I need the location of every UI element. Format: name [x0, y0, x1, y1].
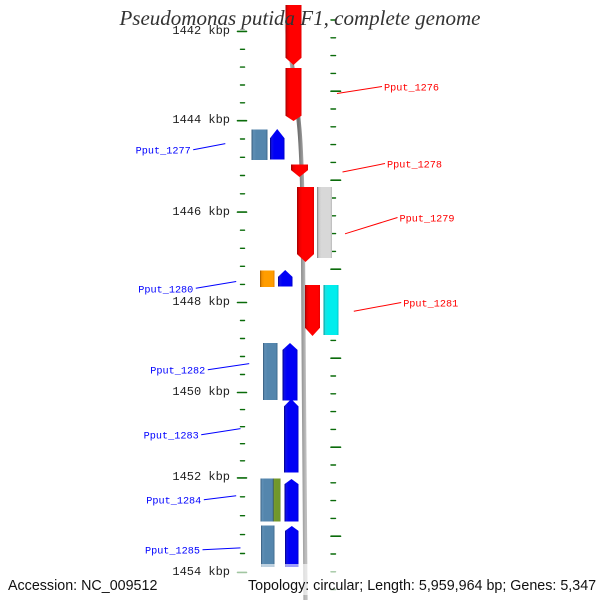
- svg-text:Pput_1279: Pput_1279: [400, 215, 455, 226]
- svg-text:Pput_1277: Pput_1277: [136, 147, 191, 158]
- svg-text:Pput_1276: Pput_1276: [384, 84, 439, 95]
- svg-text:Pput_1282: Pput_1282: [150, 367, 205, 378]
- svg-text:Pput_1281: Pput_1281: [403, 300, 458, 311]
- svg-text:Pput_1284: Pput_1284: [146, 497, 201, 508]
- svg-text:Pput_1285: Pput_1285: [145, 547, 200, 558]
- svg-text:Pput_1278: Pput_1278: [387, 161, 442, 172]
- svg-text:Pput_1283: Pput_1283: [144, 432, 199, 443]
